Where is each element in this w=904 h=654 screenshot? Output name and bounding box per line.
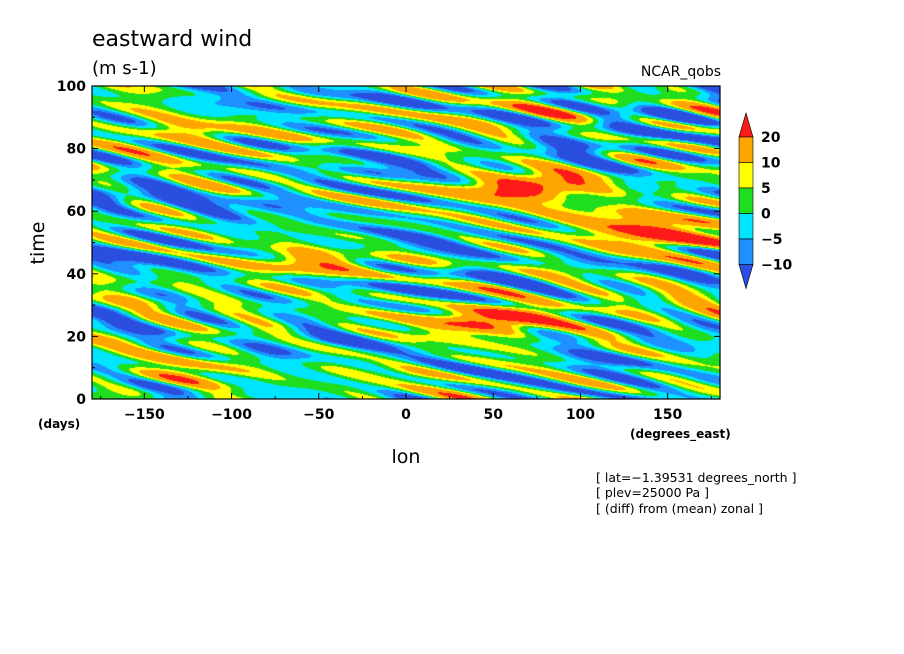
- colorbar-segment: [738, 213, 754, 240]
- colorbar-segment: [738, 238, 754, 265]
- x-tick-label: 0: [401, 407, 411, 423]
- colorbar-label: 0: [761, 207, 771, 223]
- colorbar-segment: [738, 136, 754, 163]
- y-axis-label: time: [27, 222, 49, 265]
- colorbar-label: 10: [761, 156, 781, 172]
- colorbar-label: −5: [761, 232, 782, 248]
- axes: −150 −100 −50 0 50 100 150 0 20 40 60 80 100: [57, 79, 720, 423]
- x-tick-label: 100: [566, 407, 595, 423]
- chart-units: (m s-1): [92, 58, 157, 79]
- y-tick-label: 40: [67, 267, 87, 283]
- colorbar-label: 20: [761, 130, 781, 146]
- source-label: NCAR_qobs: [641, 64, 721, 80]
- chart-title: eastward wind: [92, 27, 252, 52]
- x-axis-label: lon: [392, 446, 421, 468]
- x-units-label: (degrees_east): [630, 427, 731, 442]
- colorbar: −10 −5 0 5 10 20: [738, 111, 792, 290]
- colorbar-label: −10: [761, 258, 792, 274]
- annotation-lat: [ lat=−1.39531 degrees_north ]: [596, 470, 796, 485]
- annotations: [ lat=−1.39531 degrees_north ] [ plev=25…: [596, 470, 796, 516]
- colorbar-extend-max: [738, 111, 754, 138]
- x-tick-label: −150: [124, 407, 165, 423]
- y-units-label: (days): [38, 417, 80, 431]
- colorbar-label: 5: [761, 181, 771, 197]
- colorbar-extend-min: [738, 264, 754, 290]
- y-tick-label: 60: [67, 204, 87, 220]
- annotation-plev: [ plev=25000 Pa ]: [596, 485, 709, 500]
- colorbar-segment: [738, 187, 754, 214]
- y-tick-label: 0: [76, 392, 86, 408]
- plot-area: [91, 85, 721, 400]
- y-tick-label: 80: [67, 142, 87, 158]
- y-tick-label: 100: [57, 79, 86, 95]
- annotation-diff: [ (diff) from (mean) zonal ]: [596, 501, 763, 516]
- x-tick-label: 150: [653, 407, 682, 423]
- colorbar-segment: [738, 162, 754, 189]
- x-tick-label: 50: [483, 407, 503, 423]
- y-tick-label: 20: [67, 329, 87, 345]
- x-tick-label: −50: [303, 407, 334, 423]
- x-tick-label: −100: [211, 407, 252, 423]
